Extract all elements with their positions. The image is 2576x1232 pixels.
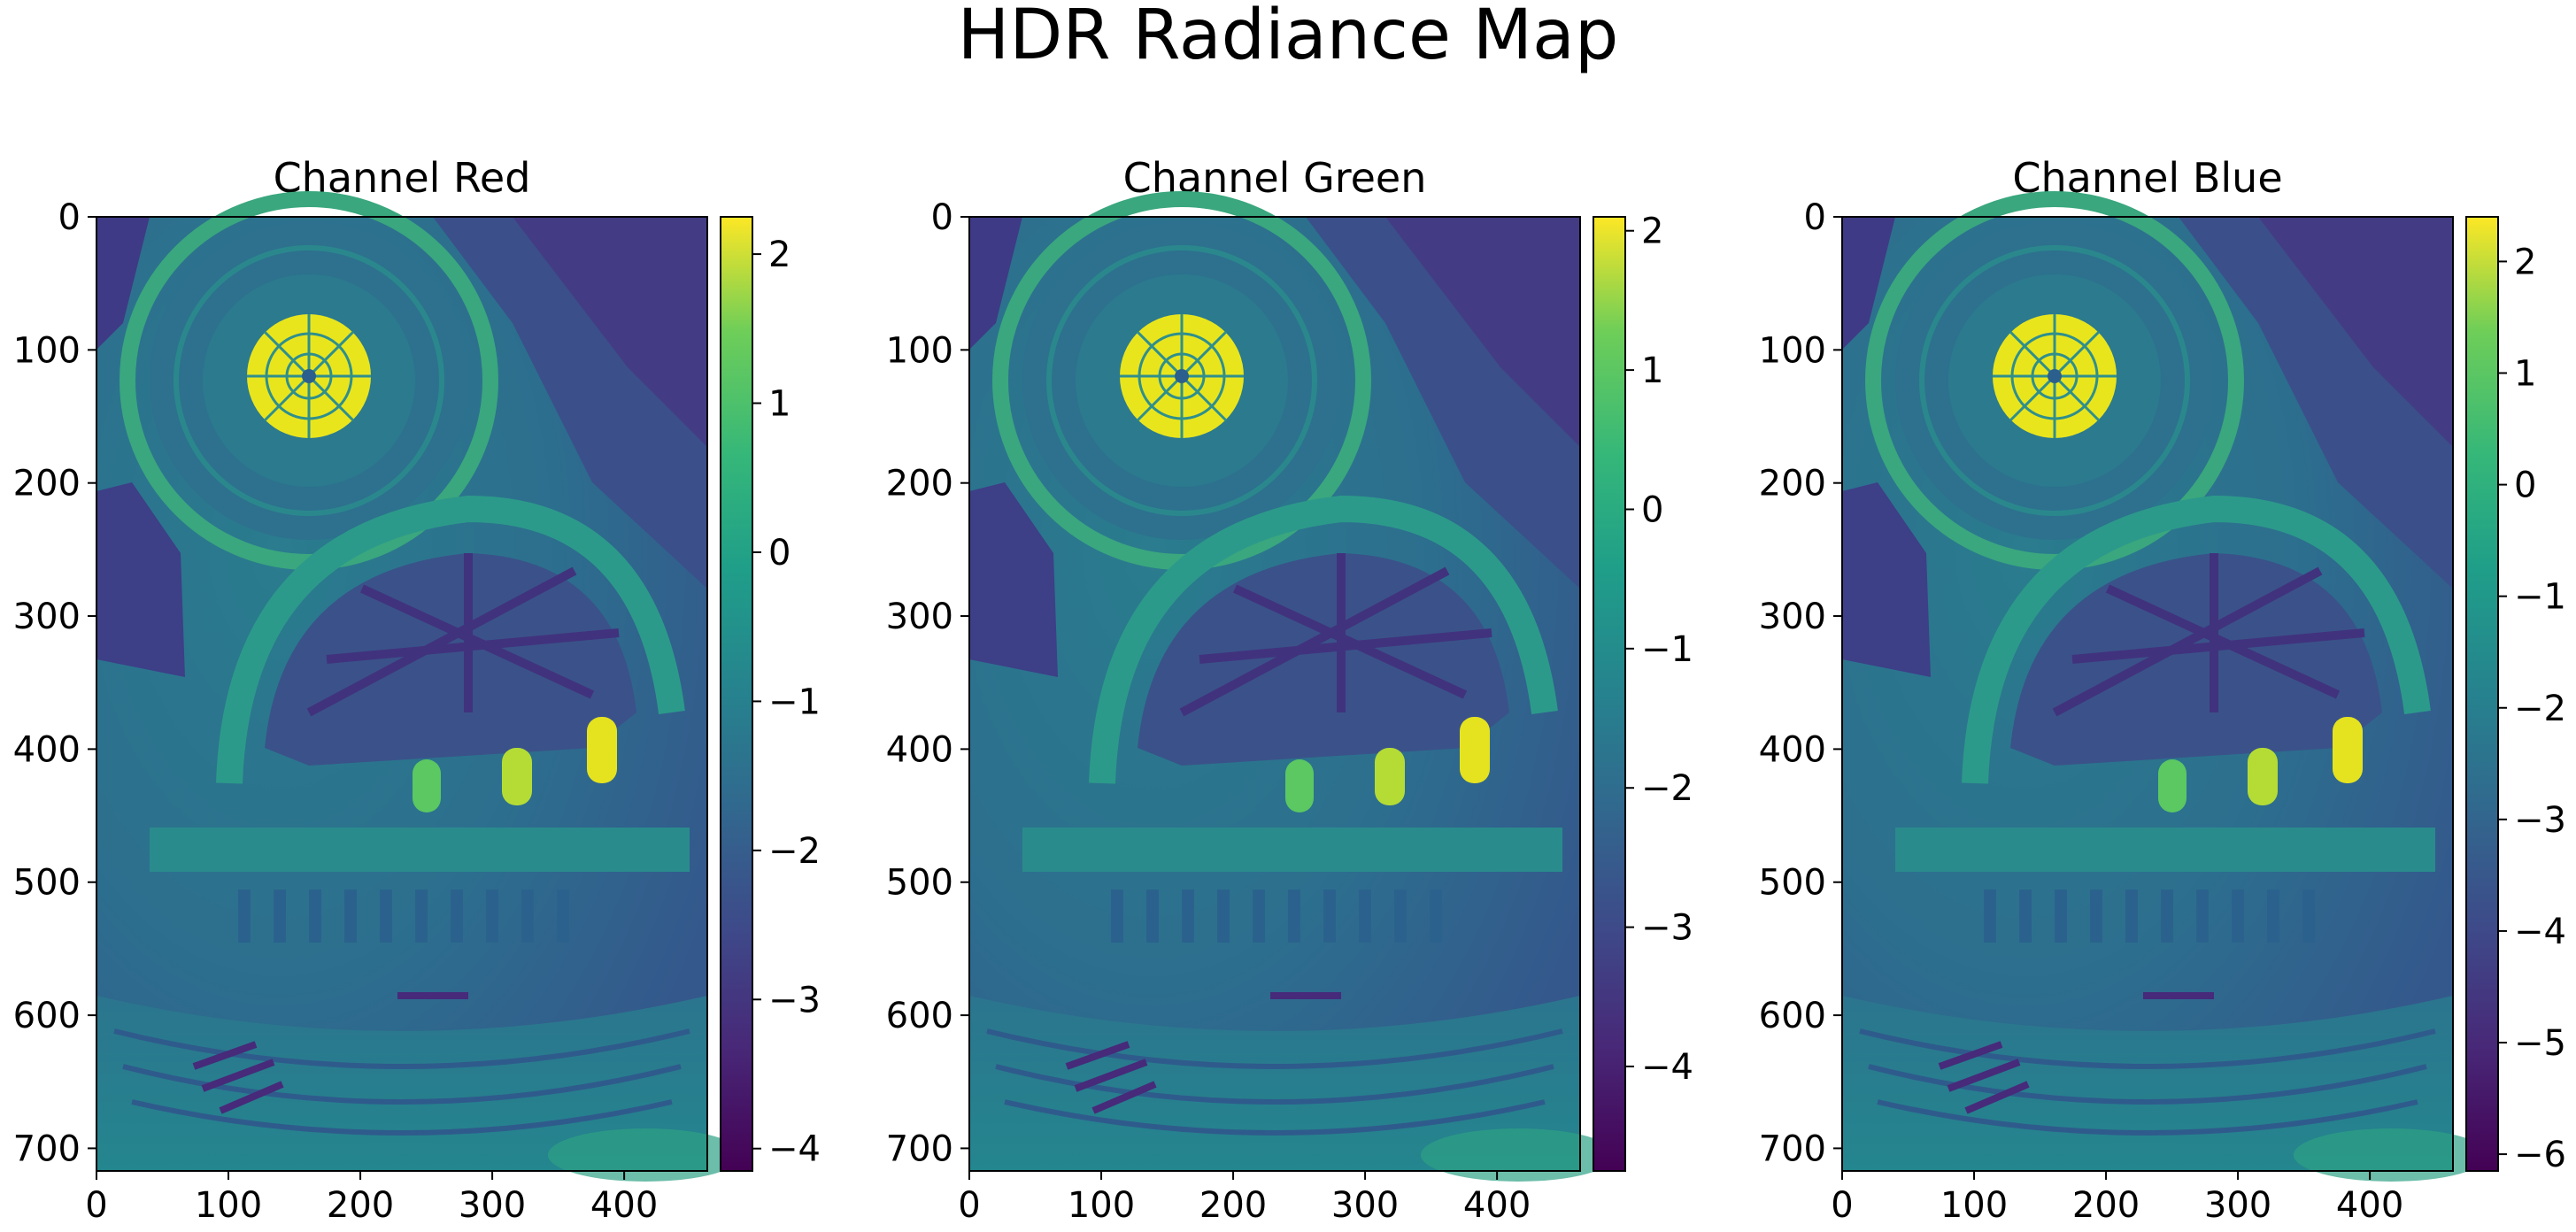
colorbar-tick-label: 0 xyxy=(1641,489,1663,530)
colorbar-tick-label: 2 xyxy=(1641,212,1663,252)
colorbar xyxy=(2465,216,2499,1172)
colorbar-tick-label: −4 xyxy=(2514,912,2566,952)
x-tick-label: 100 xyxy=(195,1185,262,1226)
y-tick-label: 300 xyxy=(13,597,81,637)
y-tick-label: 300 xyxy=(886,597,953,637)
x-tick-label: 300 xyxy=(1331,1185,1399,1226)
colorbar-tick-label: 1 xyxy=(1641,350,1663,391)
x-tick-label: 100 xyxy=(1068,1185,1135,1226)
colorbar-tick-label: −3 xyxy=(1641,908,1693,949)
y-tick-label: 0 xyxy=(58,197,81,238)
colorbar-tick-label: 0 xyxy=(768,533,791,574)
radiance-image xyxy=(1842,199,2488,1182)
colorbar-tick-label: 2 xyxy=(2514,242,2536,282)
y-tick-label: 200 xyxy=(13,464,81,504)
colorbar-tick-label: 1 xyxy=(2514,354,2536,395)
y-tick-label: 700 xyxy=(13,1128,81,1169)
y-tick-label: 300 xyxy=(1759,597,1826,637)
y-tick-label: 600 xyxy=(886,996,953,1036)
y-tick-label: 100 xyxy=(13,330,81,371)
x-tick-label: 300 xyxy=(459,1185,526,1226)
y-tick-label: 700 xyxy=(886,1128,953,1169)
colorbar-tick-label: −4 xyxy=(1641,1047,1693,1088)
colorbar xyxy=(720,216,753,1172)
x-tick-label: 0 xyxy=(958,1185,980,1226)
y-tick-label: 500 xyxy=(1759,863,1826,904)
colorbar-tick-label: −2 xyxy=(1641,768,1693,809)
y-tick-label: 600 xyxy=(13,996,81,1036)
y-tick-label: 400 xyxy=(1759,729,1826,770)
x-tick-label: 400 xyxy=(1463,1185,1531,1226)
y-tick-label: 600 xyxy=(1759,996,1826,1036)
colorbar-tick-label: −2 xyxy=(768,831,821,872)
axes-frame xyxy=(1841,216,2454,1172)
y-tick-label: 100 xyxy=(1759,330,1826,371)
x-tick-label: 300 xyxy=(2204,1185,2271,1226)
x-tick-label: 400 xyxy=(590,1185,658,1226)
y-tick-label: 400 xyxy=(13,729,81,770)
y-tick-label: 500 xyxy=(13,863,81,904)
y-tick-label: 500 xyxy=(886,863,953,904)
radiance-image xyxy=(96,199,743,1182)
colorbar-tick-label: −1 xyxy=(768,681,821,722)
x-tick-label: 0 xyxy=(1831,1185,1853,1226)
radiance-image xyxy=(969,199,1616,1182)
y-tick-label: 0 xyxy=(931,197,953,238)
axes-frame xyxy=(968,216,1581,1172)
y-tick-label: 200 xyxy=(1759,464,1826,504)
colorbar-tick-label: −2 xyxy=(2514,689,2566,729)
colorbar-tick-label: 2 xyxy=(768,235,791,275)
colorbar-tick-label: −3 xyxy=(768,980,821,1020)
colorbar-tick-label: −1 xyxy=(1641,629,1693,670)
colorbar-tick-label: −6 xyxy=(2514,1135,2566,1175)
x-tick-label: 400 xyxy=(2336,1185,2403,1226)
x-tick-label: 200 xyxy=(2072,1185,2140,1226)
y-tick-label: 700 xyxy=(1759,1128,1826,1169)
colorbar-tick-label: −4 xyxy=(768,1129,821,1170)
colorbar-tick-label: 1 xyxy=(768,384,791,425)
colorbar-tick-label: −1 xyxy=(2514,577,2566,618)
colorbar-tick-label: −3 xyxy=(2514,800,2566,841)
figure-title: HDR Radiance Map xyxy=(957,0,1619,75)
axes-frame xyxy=(96,216,708,1172)
y-tick-label: 100 xyxy=(886,330,953,371)
y-tick-label: 0 xyxy=(1804,197,1826,238)
x-tick-label: 200 xyxy=(1199,1185,1267,1226)
colorbar xyxy=(1593,216,1626,1172)
x-tick-label: 200 xyxy=(327,1185,394,1226)
x-tick-label: 100 xyxy=(1940,1185,2008,1226)
y-tick-label: 200 xyxy=(886,464,953,504)
colorbar-tick-label: 0 xyxy=(2514,466,2536,506)
x-tick-label: 0 xyxy=(85,1185,107,1226)
y-tick-label: 400 xyxy=(886,729,953,770)
colorbar-tick-label: −5 xyxy=(2514,1023,2566,1064)
